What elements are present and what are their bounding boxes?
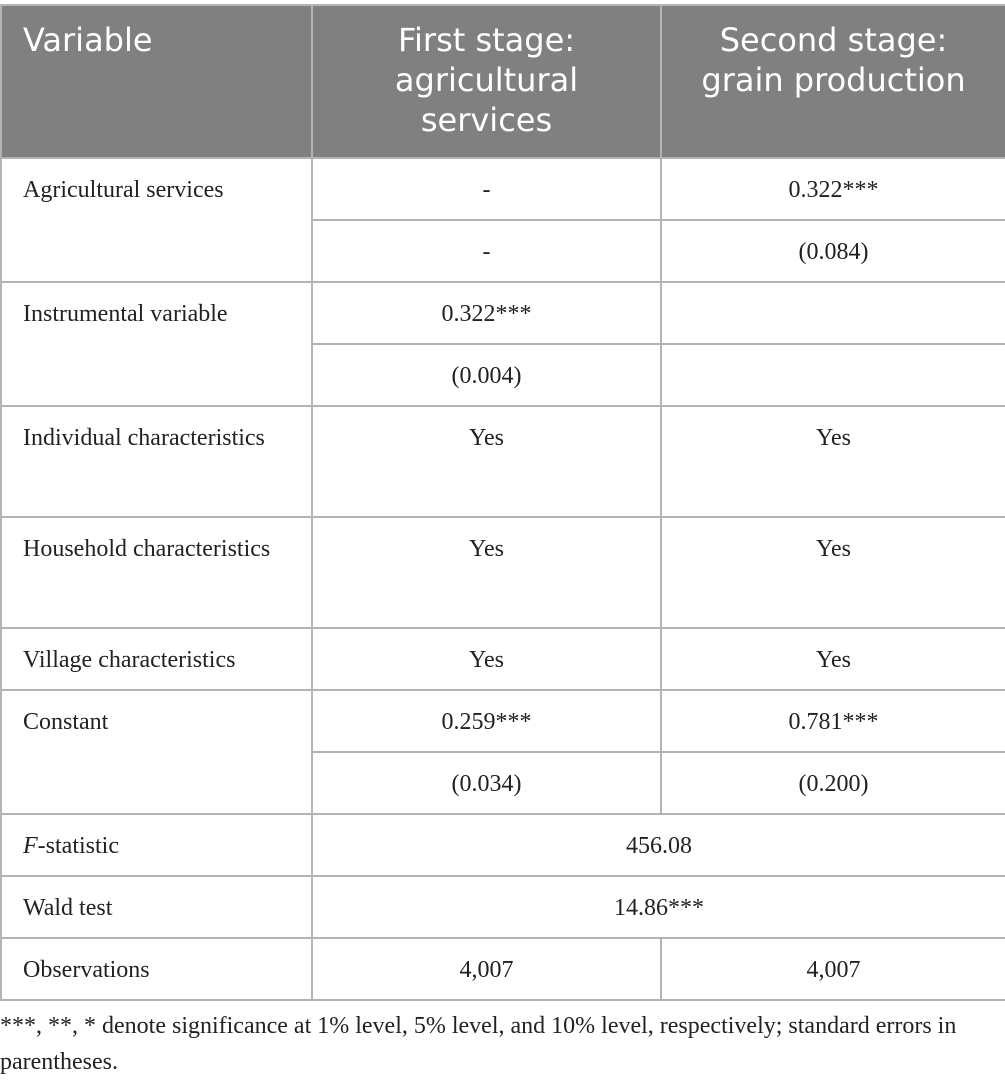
cell: (0.084) [660, 219, 1005, 283]
cell [660, 281, 1005, 345]
cell: (0.200) [660, 751, 1005, 815]
row-label: Village characteristics [0, 627, 313, 691]
header-variable: Variable [0, 4, 313, 159]
cell: 0.322*** [311, 281, 662, 345]
table-row: Agricultural services - 0.322*** [0, 157, 1005, 283]
row-label: Observations [0, 937, 313, 1001]
row-label: Agricultural services [0, 157, 313, 283]
cell: Yes [311, 516, 662, 629]
table-row: F-statistic 456.08 [0, 813, 1005, 877]
header-row: Variable First stage: agricultural servi… [0, 4, 1005, 159]
cell: Yes [311, 627, 662, 691]
cell: 0.322*** [660, 157, 1005, 221]
table-row: (0.034) (0.200) [1, 751, 1005, 815]
row-label: Household characteristics [0, 516, 313, 629]
header-second-stage: Second stage: grain production [660, 4, 1005, 159]
table-row: Household characteristics Yes Yes [0, 516, 1005, 629]
row-label: Instrumental variable [0, 281, 313, 407]
cell: - [311, 219, 662, 283]
table-row: Constant 0.259*** 0.781*** [0, 689, 1005, 815]
row-label: Individual characteristics [0, 405, 313, 518]
cell: Yes [660, 516, 1005, 629]
table-row: Individual characteristics Yes Yes [0, 405, 1005, 518]
cell: 4,007 [311, 937, 662, 1001]
table-row: Observations 4,007 4,007 [0, 937, 1005, 1001]
cell [660, 343, 1005, 407]
cell: Yes [660, 405, 1005, 518]
cell: (0.004) [311, 343, 662, 407]
row-label: Wald test [0, 875, 313, 939]
table-row: (0.004) [1, 343, 1005, 407]
table-row: Wald test 14.86*** [0, 875, 1005, 939]
row-label: Constant [0, 689, 313, 815]
table-row: Instrumental variable 0.322*** [0, 281, 1005, 407]
cell: (0.034) [311, 751, 662, 815]
table-row: Village characteristics Yes Yes [0, 627, 1005, 691]
table-row: - (0.084) [1, 219, 1005, 283]
cell: Yes [311, 405, 662, 518]
row-label: F-statistic [0, 813, 313, 877]
cell: - [311, 157, 662, 221]
cell: 456.08 [311, 813, 1005, 877]
cell: 14.86*** [311, 875, 1005, 939]
header-first-stage: First stage: agricultural services [311, 4, 662, 159]
cell: Yes [660, 627, 1005, 691]
results-table: Variable First stage: agricultural servi… [0, 4, 1005, 1001]
cell: 0.781*** [660, 689, 1005, 753]
cell: 4,007 [660, 937, 1005, 1001]
cell: 0.259*** [311, 689, 662, 753]
table-footnote: ***, **, * denote significance at 1% lev… [0, 1013, 957, 1075]
label-italic-f: F [23, 833, 38, 859]
label-rest: -statistic [37, 833, 119, 859]
